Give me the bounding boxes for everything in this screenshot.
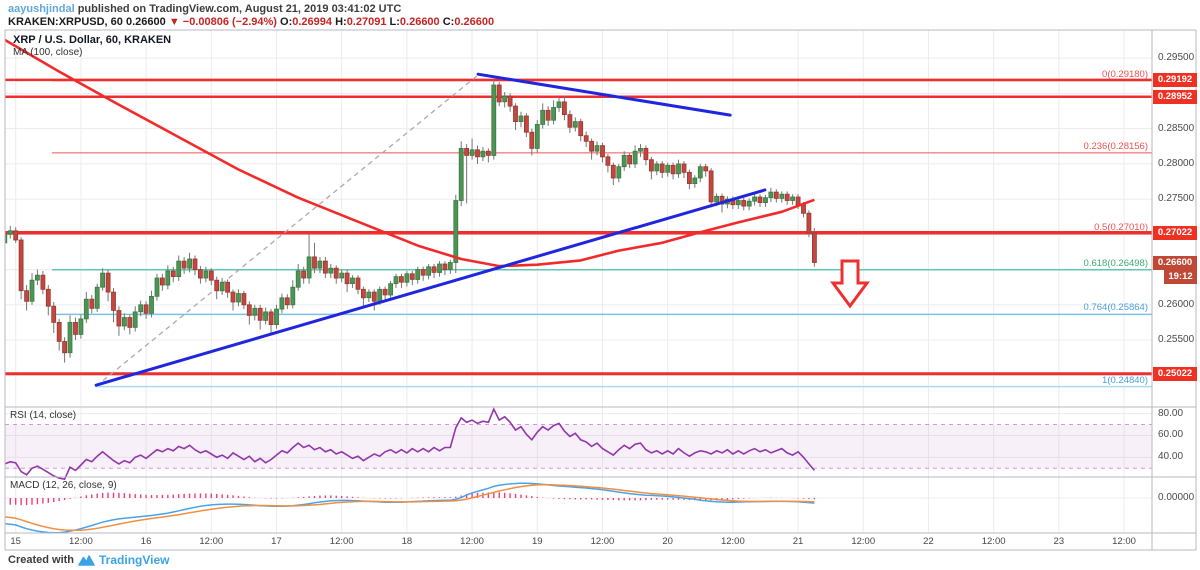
byline-text: published on TradingView.com, August 21,… [74,3,402,15]
down-arrow-icon: ▼ [168,16,180,28]
tradingview-link[interactable]: TradingView [99,553,170,567]
rsi-legend[interactable]: RSI (14, close) [10,410,77,421]
close-label: C: [442,16,455,28]
chart-content [5,30,1152,533]
footer: Created with TradingView [8,553,169,567]
macd-legend[interactable]: MACD (12, 26, close, 9) [10,480,117,491]
symbol-line: KRAKEN:XRPUSD, 60 0.26600 ▼ −0.00806 (−2… [8,16,494,28]
open-value: 0.26994 [292,16,333,28]
ma-legend[interactable]: MA (100, close) [13,47,83,58]
close-value: 0.26600 [454,16,495,28]
price-axis[interactable] [1152,30,1196,550]
symbol-name: KRAKEN:XRPUSD, 60 [8,16,123,28]
high-value: 0.27091 [346,16,387,28]
last-price-badge: 0.26600 [1153,255,1197,270]
last-price: 0.26600 [125,16,166,28]
byline: aayushjindal published on TradingView.co… [8,3,401,15]
byline-username: aayushjindal [8,3,75,15]
created-with-label: Created with [8,554,75,566]
time-axis[interactable] [5,533,1152,550]
low-value: 0.26600 [399,16,440,28]
tradingview-logo-icon [78,554,95,566]
low-label: L: [389,16,400,28]
down-arrow-annotation [830,259,870,309]
open-label: O: [280,16,293,28]
high-label: H: [335,16,347,28]
price-change: −0.00806 (−2.94%) [182,16,277,28]
chart-legend-title[interactable]: XRP / U.S. Dollar, 60, KRAKEN [13,34,172,46]
bar-countdown-badge: 19:12 [1164,269,1197,284]
